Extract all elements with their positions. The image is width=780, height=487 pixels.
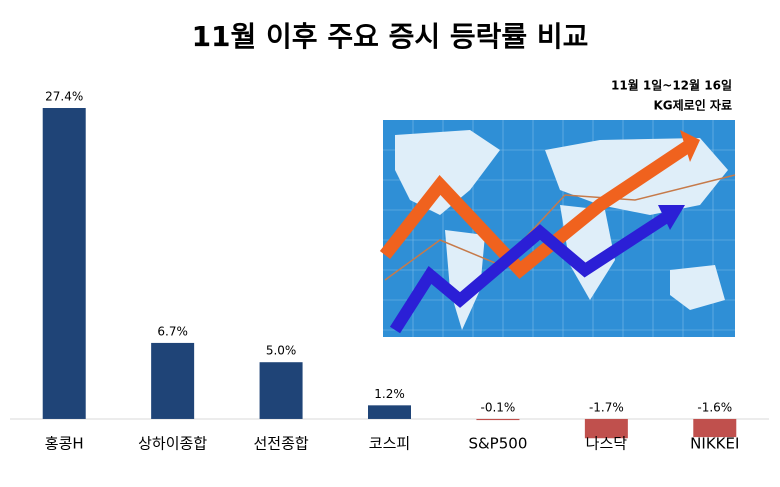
bar (151, 342, 195, 419)
bar (584, 418, 628, 439)
value-label: -1.6% (697, 400, 732, 414)
value-label: -1.7% (589, 400, 624, 414)
bar (259, 362, 303, 419)
subtitle: 11월 1일~12월 16일 (611, 78, 732, 93)
value-label: 27.4% (45, 90, 83, 104)
x-tick-label: S&P500 (468, 434, 527, 452)
x-tick-label: 선전종합 (253, 434, 308, 452)
source-note: KG제로인 자료 (653, 98, 732, 113)
value-label: 5.0% (266, 344, 297, 358)
x-tick-label: 상하이종합 (138, 434, 207, 452)
x-tick-label: NIKKEI (690, 434, 739, 452)
map-image (379, 120, 736, 337)
x-tick-label: 코스피 (369, 434, 410, 452)
chart-title: 11월 이후 주요 증시 등락률 비교 (192, 20, 589, 53)
bar (476, 418, 520, 421)
bar (42, 108, 86, 419)
value-label: 1.2% (374, 387, 405, 401)
bar (368, 405, 411, 419)
value-label: -0.1% (481, 400, 516, 414)
value-label: 6.7% (157, 324, 188, 338)
x-tick-label: 나스닥 (586, 434, 628, 452)
bar (693, 418, 737, 438)
x-tick-label: 홍콩H (45, 434, 84, 452)
